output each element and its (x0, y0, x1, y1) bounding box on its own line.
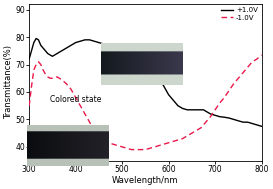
Legend: +1.0V, -1.0V: +1.0V, -1.0V (218, 5, 260, 23)
Text: Colored state: Colored state (50, 95, 102, 104)
Y-axis label: Transmittance(%): Transmittance(%) (4, 45, 13, 119)
Text: Bleached state: Bleached state (117, 76, 175, 85)
X-axis label: Wavelength/nm: Wavelength/nm (112, 176, 179, 185)
